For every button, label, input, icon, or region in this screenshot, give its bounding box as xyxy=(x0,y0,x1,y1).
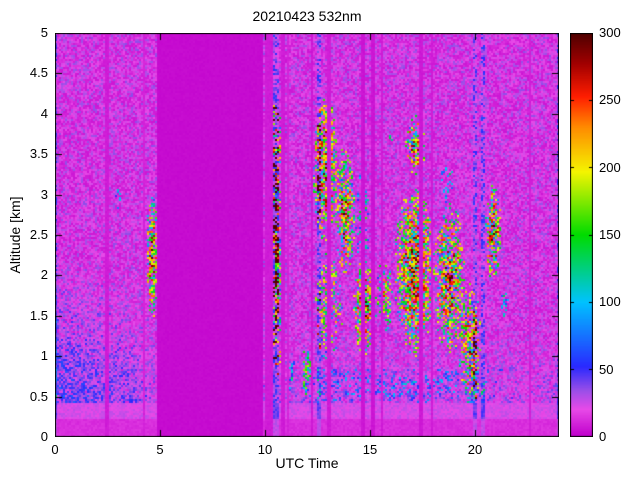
x-tick-label: 10 xyxy=(257,442,273,457)
colorbar-tick-label: 150 xyxy=(599,227,621,242)
y-tick-label: 1.5 xyxy=(29,307,48,323)
y-tick-label: 4.5 xyxy=(29,65,48,81)
colorbar-tick-label: 250 xyxy=(599,92,621,108)
chart-title: 20210423 532nm xyxy=(252,8,362,24)
x-tick-label: 20 xyxy=(467,442,483,457)
colorbar-tick-label: 300 xyxy=(599,25,621,40)
x-tick-label: 15 xyxy=(362,442,378,457)
y-tick-label: 1 xyxy=(40,348,48,364)
colorbar-canvas xyxy=(570,33,593,437)
y-tick-label: 3.5 xyxy=(29,146,48,162)
heatmap-canvas xyxy=(55,33,559,437)
y-tick-label: 0.5 xyxy=(29,388,48,404)
y-tick-label: 2.5 xyxy=(29,227,48,242)
y-tick-label: 4 xyxy=(40,105,48,121)
y-tick-label: 5 xyxy=(40,25,48,40)
y-tick-label: 0 xyxy=(40,429,48,444)
colorbar-tick-label: 200 xyxy=(599,159,621,175)
colorbar-tick-label: 100 xyxy=(599,294,621,310)
x-tick-label: 5 xyxy=(156,442,164,457)
colorbar-tick-label: 0 xyxy=(599,429,607,444)
y-tick-label: 3 xyxy=(40,186,48,202)
y-tick-label: 2 xyxy=(40,267,48,283)
x-tick-label: 0 xyxy=(51,442,59,457)
x-axis-label: UTC Time xyxy=(275,455,339,471)
colorbar-tick-label: 50 xyxy=(599,361,614,377)
